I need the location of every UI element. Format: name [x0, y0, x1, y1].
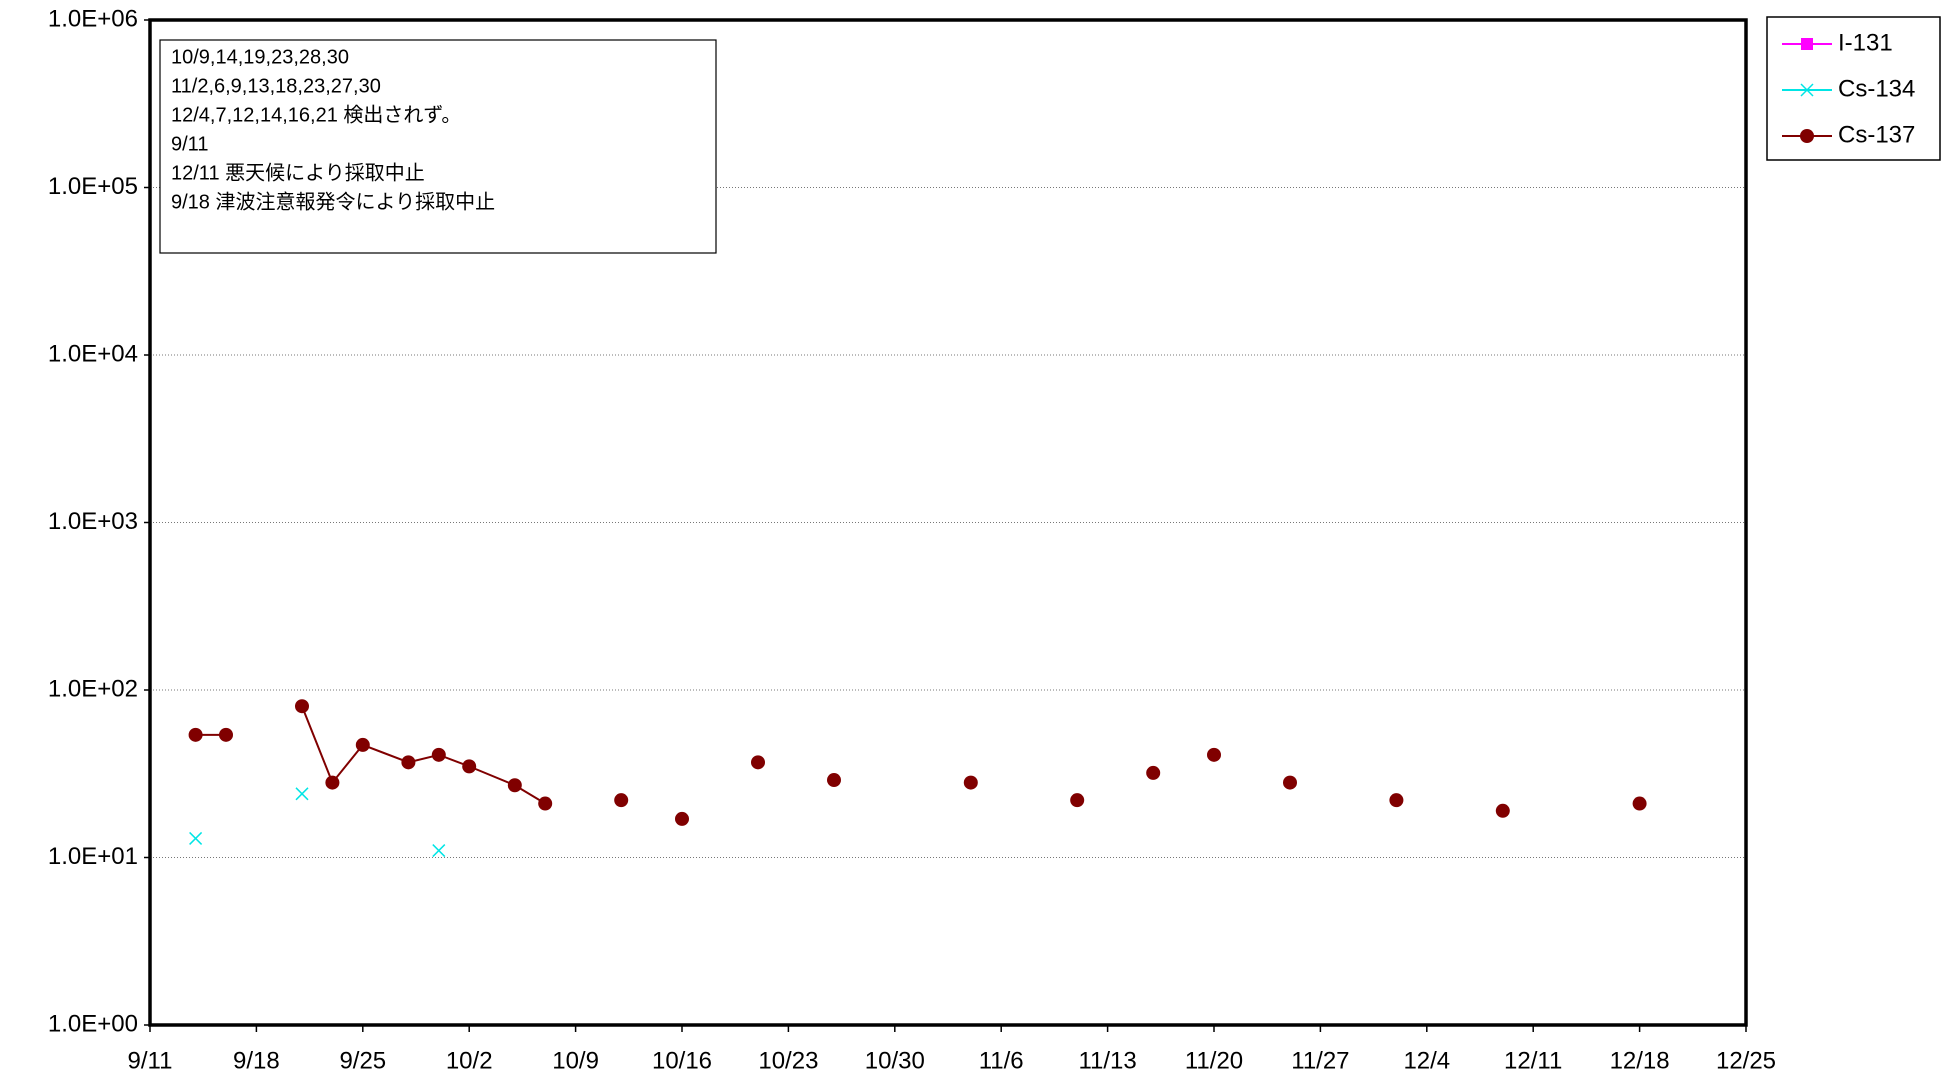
legend-label: Cs-137 [1838, 121, 1915, 148]
x-tick-label: 10/9 [552, 1047, 599, 1074]
marker [1632, 796, 1647, 811]
marker [1146, 765, 1161, 780]
x-tick-label: 9/18 [233, 1047, 280, 1074]
x-tick-label: 11/13 [1078, 1047, 1136, 1074]
marker [1207, 747, 1221, 762]
x-tick-label: 12/25 [1716, 1047, 1776, 1074]
x-tick-label: 10/2 [446, 1047, 493, 1074]
marker [401, 755, 416, 770]
annotation-line: 9/11 [171, 133, 208, 155]
marker [432, 844, 446, 858]
y-tick-label: 1.0E+01 [48, 843, 138, 870]
marker [189, 831, 203, 845]
line [301, 705, 546, 805]
marker [295, 787, 309, 801]
annotation: 10/9,14,19,23,28,30 11/2,6,9,13,18,23,27,… [159, 39, 717, 254]
y-tick-label: 1.0E+02 [48, 675, 138, 702]
y-tick-label: 1.0E+05 [48, 173, 138, 200]
annotation-line: 10/9,14,19,23,28,30 [171, 46, 349, 68]
marker [355, 737, 370, 752]
annotation-line: 12/11 悪天候により採取中止 [171, 161, 425, 184]
legend-entry: Cs-137 [1782, 121, 1915, 148]
marker [1389, 793, 1404, 808]
x-tick-label: 9/25 [339, 1047, 386, 1074]
legend-entry: I-131 [1782, 29, 1893, 56]
marker [431, 747, 446, 762]
marker [751, 755, 765, 770]
x-tick-label: 12/4 [1403, 1047, 1450, 1074]
marker [325, 775, 340, 790]
legend-marker [1801, 38, 1813, 50]
x-tick-label: 10/23 [758, 1047, 818, 1074]
marker [1070, 793, 1085, 808]
legend-marker [1800, 83, 1814, 97]
x-tick-label: 11/6 [979, 1047, 1024, 1074]
marker [614, 793, 629, 808]
series [189, 787, 446, 858]
marker [675, 811, 689, 826]
legend-label: Cs-134 [1838, 75, 1915, 102]
y-tick-label: 1.0E+04 [48, 340, 138, 367]
annotation-line: 12/4,7,12,14,16,21 検出されず。 [171, 103, 461, 126]
annotation-box [159, 39, 717, 254]
y-tick-label: 1.0E+00 [48, 1010, 138, 1037]
marker [1283, 775, 1297, 790]
y-tick-label: 1.0E+03 [48, 508, 138, 535]
series [188, 699, 1647, 826]
legend: I-131 Cs-134 Cs-137 [1766, 16, 1941, 161]
legend-label: I-131 [1838, 29, 1893, 56]
x-tick-label: 12/11 [1504, 1047, 1562, 1074]
marker [219, 727, 233, 742]
x-tick-label: 10/16 [652, 1047, 712, 1074]
marker [538, 796, 553, 811]
legend-marker [1800, 129, 1814, 143]
x-tick-label: 12/18 [1610, 1047, 1670, 1074]
y-tick-label: 1.0E+06 [48, 5, 138, 32]
plot-frame [148, 18, 1748, 1027]
x-tick-label: 10/30 [865, 1047, 925, 1074]
marker [188, 727, 203, 742]
legend-entry: Cs-134 [1782, 75, 1915, 102]
x-tick-label: 11/27 [1291, 1047, 1349, 1074]
marker [295, 699, 309, 714]
marker [963, 775, 978, 790]
annotation-line: 9/18 津波注意報発令により採取中止 [171, 190, 495, 213]
marker [462, 759, 477, 774]
x-tick-label: 11/20 [1185, 1047, 1243, 1074]
annotation-line: 11/2,6,9,13,18,23,27,30 [171, 75, 381, 97]
marker [1495, 803, 1510, 818]
marker [827, 773, 841, 788]
x-tick-label: 9/11 [128, 1047, 173, 1074]
marker [507, 778, 522, 793]
